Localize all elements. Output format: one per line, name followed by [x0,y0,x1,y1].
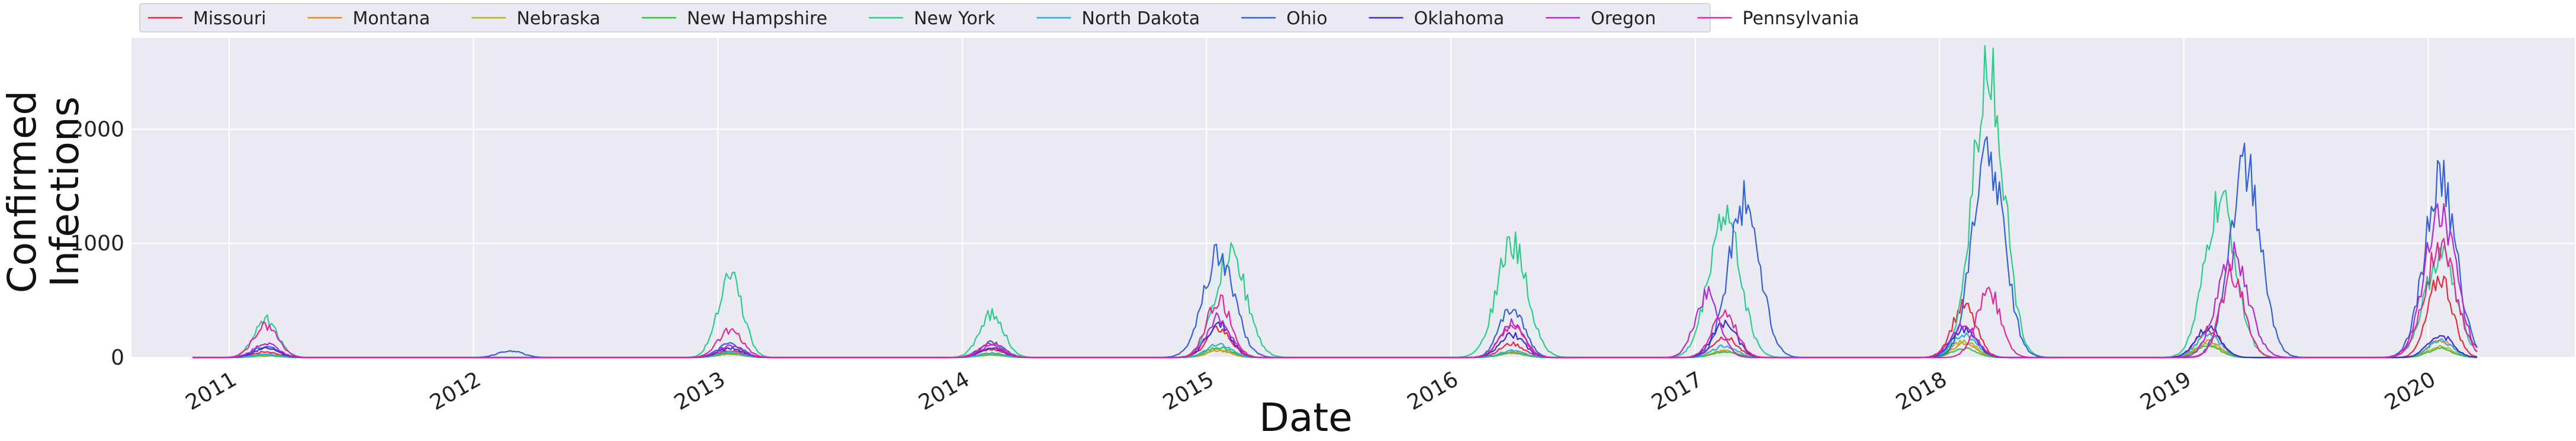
y-tick-label: 0 [111,346,124,370]
y-tick-label: 2000 [70,117,124,141]
x-tick-label: 2018 [1892,367,1951,415]
plot-background [131,38,2575,358]
legend-label: Nebraska [516,8,600,29]
y-axis-title: ConfirmedInfections [0,91,88,294]
x-tick-label: 2014 [914,367,974,415]
y-tick-label: 1000 [70,231,124,256]
x-tick-label: 2020 [2381,367,2440,415]
y-axis-title-line: Infections [42,96,88,287]
x-tick-label: 2013 [670,367,730,415]
legend-label: New York [914,8,995,29]
y-axis: 0 1000 2000 [70,117,124,370]
x-tick-label: 2016 [1403,367,1463,415]
x-tick-label: 2017 [1647,367,1707,415]
series-line-pennsylvania [192,237,2478,359]
legend: Missouri Montana Nebraska New Hampshire New … [139,3,1859,33]
x-axis-title: Date [1259,395,1353,440]
legend-label: Montana [353,8,431,29]
legend-label: North Dakota [1082,8,1200,29]
legend-label: Pennsylvania [1742,8,1859,29]
x-tick-label: 2019 [2136,367,2195,415]
legend-label: Missouri [193,8,266,29]
x-tick-label: 2012 [426,367,485,415]
x-tick-label: 2011 [182,367,241,415]
legend-label: Oregon [1591,8,1656,29]
legend-label: Oklahoma [1414,8,1505,29]
legend-label: New Hampshire [687,8,827,29]
x-tick-label: 2015 [1159,367,1218,415]
y-axis-title-line: Confirmed [0,91,45,294]
series-layer [192,45,2478,359]
legend-label: Ohio [1286,8,1327,29]
